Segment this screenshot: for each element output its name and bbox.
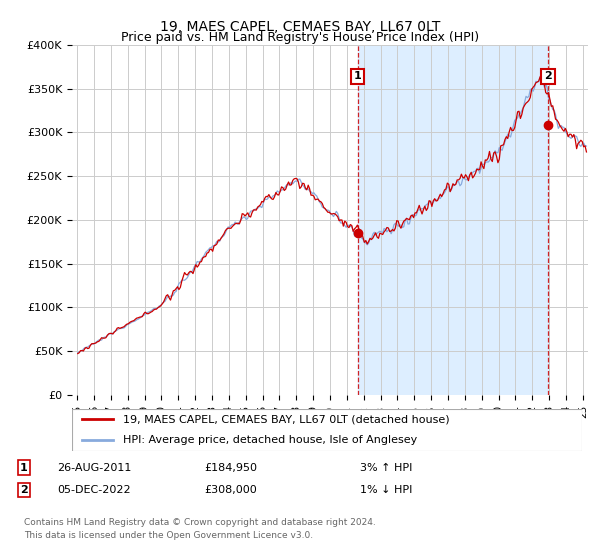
Text: 2: 2 <box>20 485 28 495</box>
Text: 1: 1 <box>354 71 362 81</box>
Text: Contains HM Land Registry data © Crown copyright and database right 2024.
This d: Contains HM Land Registry data © Crown c… <box>24 519 376 540</box>
Text: 1: 1 <box>20 463 28 473</box>
Text: 19, MAES CAPEL, CEMAES BAY, LL67 0LT: 19, MAES CAPEL, CEMAES BAY, LL67 0LT <box>160 20 440 34</box>
Text: 3% ↑ HPI: 3% ↑ HPI <box>360 463 412 473</box>
Bar <box>358 45 548 395</box>
Text: 1% ↓ HPI: 1% ↓ HPI <box>360 485 412 495</box>
Text: HPI: Average price, detached house, Isle of Anglesey: HPI: Average price, detached house, Isle… <box>123 435 417 445</box>
Text: 19, MAES CAPEL, CEMAES BAY, LL67 0LT (detached house): 19, MAES CAPEL, CEMAES BAY, LL67 0LT (de… <box>123 414 449 424</box>
FancyBboxPatch shape <box>72 409 582 451</box>
Text: £308,000: £308,000 <box>204 485 257 495</box>
Text: 26-AUG-2011: 26-AUG-2011 <box>57 463 131 473</box>
Text: £184,950: £184,950 <box>204 463 257 473</box>
Text: Price paid vs. HM Land Registry's House Price Index (HPI): Price paid vs. HM Land Registry's House … <box>121 31 479 44</box>
Text: 2: 2 <box>544 71 552 81</box>
Text: 05-DEC-2022: 05-DEC-2022 <box>57 485 131 495</box>
